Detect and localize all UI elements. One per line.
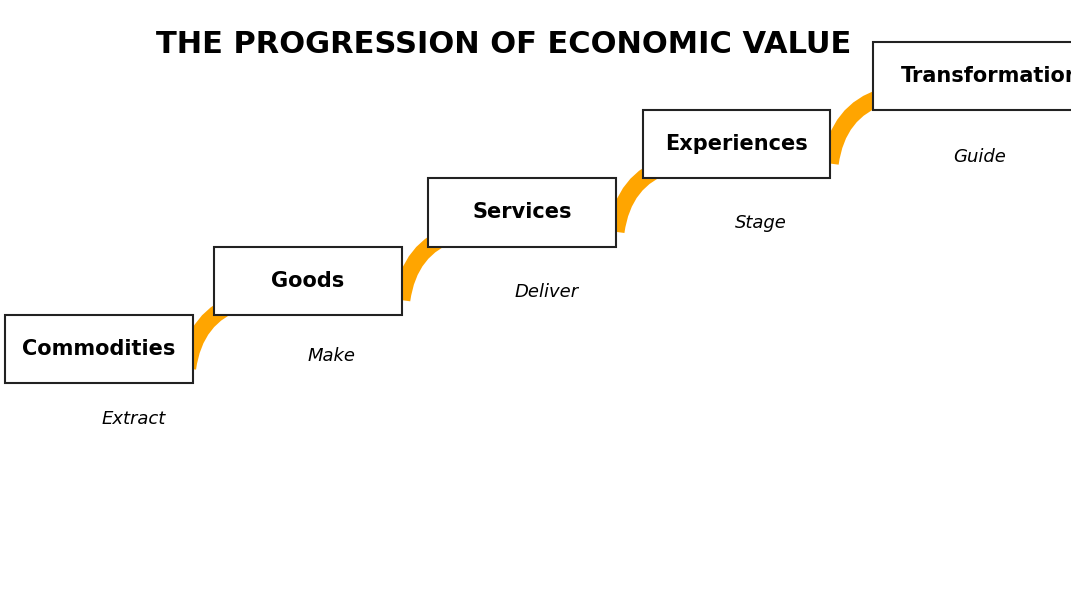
FancyArrowPatch shape [608, 153, 688, 233]
FancyBboxPatch shape [873, 42, 1071, 110]
FancyArrowPatch shape [180, 289, 259, 369]
FancyArrowPatch shape [394, 221, 473, 301]
FancyBboxPatch shape [5, 315, 193, 383]
Text: Experiences: Experiences [665, 134, 808, 154]
FancyBboxPatch shape [428, 178, 616, 247]
FancyBboxPatch shape [643, 110, 830, 178]
Text: Commodities: Commodities [22, 339, 176, 359]
Text: Services: Services [472, 203, 572, 222]
Text: Make: Make [308, 347, 356, 365]
FancyArrowPatch shape [823, 84, 902, 165]
FancyBboxPatch shape [214, 247, 402, 315]
Text: THE PROGRESSION OF ECONOMIC VALUE: THE PROGRESSION OF ECONOMIC VALUE [155, 30, 851, 59]
Text: Deliver: Deliver [514, 283, 578, 301]
Text: Transformation: Transformation [901, 66, 1071, 86]
Text: Extract: Extract [102, 410, 166, 428]
Text: Guide: Guide [953, 148, 1007, 166]
Text: Stage: Stage [735, 214, 786, 232]
Text: Goods: Goods [271, 271, 345, 290]
